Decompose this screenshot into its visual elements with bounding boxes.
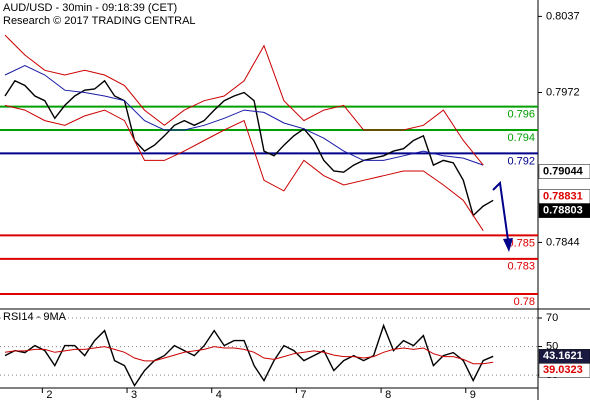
plot-layer: 0.8037 0.7972 0.7844 0.796 0.794 0.792 0.785 0.…: [0, 10, 590, 400]
series-line: [4, 346, 494, 365]
level-label: 0.794: [507, 132, 535, 144]
x-tick-label: 9: [470, 389, 476, 400]
level-label: 0.785: [507, 237, 535, 249]
series-line: [4, 65, 484, 166]
price-badge: [538, 363, 590, 378]
level-label: 0.78: [514, 296, 535, 308]
series-line: [4, 34, 484, 166]
x-tick-label: 2: [46, 389, 52, 400]
chart-subtitle: Research © 2017 TRADING CENTRAL: [3, 15, 196, 27]
rsi-title: RSI14 - 9MA: [3, 311, 67, 323]
forecast-arrow: [492, 180, 509, 241]
level-label: 0.783: [507, 261, 535, 273]
level-label: 0.792: [507, 155, 535, 167]
price-badge-label: 0.78803: [543, 205, 583, 217]
y-tick-label: 0.8037: [546, 10, 580, 22]
arrow-head: [503, 238, 513, 252]
level-label: 0.796: [507, 108, 535, 120]
series-line: [4, 323, 494, 387]
price-badge: [538, 164, 590, 179]
price-badge-label: 0.78831: [543, 191, 583, 203]
chart-title: AUD/USD - 30min - 09:18:39 (CET): [3, 2, 177, 14]
price-badge-label: 43.1621: [543, 350, 583, 362]
y-tick-label: 0.7844: [546, 236, 580, 248]
x-tick-label: 3: [131, 389, 137, 400]
y-tick-label: 0.7972: [546, 86, 580, 98]
series-line: [4, 79, 494, 217]
series-line: [4, 104, 484, 231]
x-tick-label: 8: [385, 389, 391, 400]
price-badge-label: 39.0323: [543, 364, 583, 376]
x-tick-label: 4: [216, 389, 222, 400]
price-badge: [538, 203, 590, 218]
x-tick-label: 7: [300, 389, 306, 400]
price-badge-label: 0.79044: [543, 166, 584, 178]
y-tick-label: 70: [546, 312, 558, 324]
